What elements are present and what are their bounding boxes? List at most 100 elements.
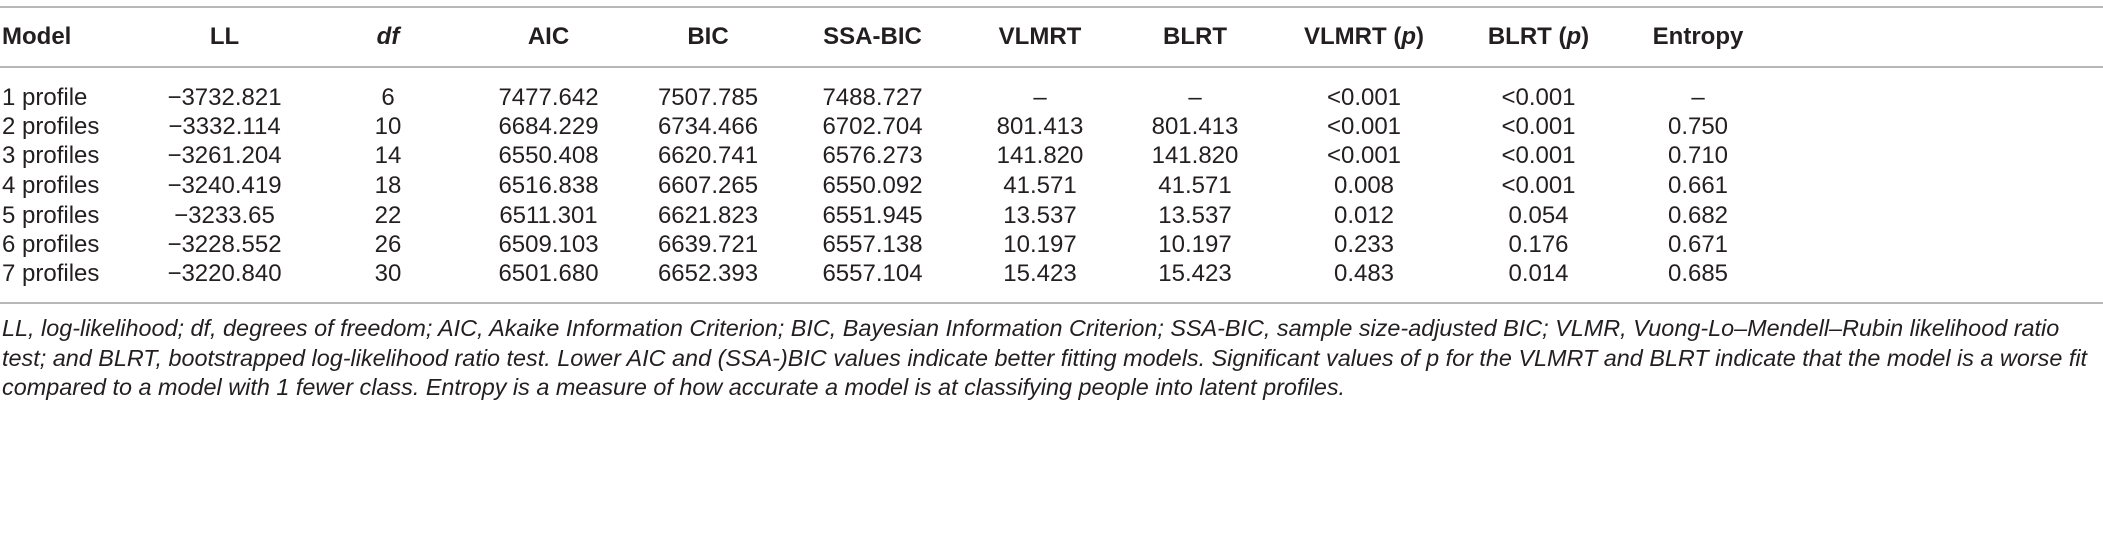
table-row: 4 profiles −3240.419 18 6516.838 6607.265 655…: [0, 171, 2103, 201]
cell-vlmrt: 141.820: [996, 142, 1084, 170]
cell-blrt-p: <0.001: [1501, 84, 1576, 111]
table-row: 5 profiles −3233.65 22 6511.301 6621.823 6551…: [0, 201, 2103, 231]
cell-ssa-bic: 6557.104: [787, 259, 958, 304]
header-df: df: [308, 6, 468, 68]
cell-blrt-p: 0.176: [1508, 231, 1569, 259]
cell-aic: 6511.301: [499, 201, 598, 229]
cell-vlmrt: 10.197: [1003, 231, 1077, 259]
cell-blrt: 10.197: [1158, 231, 1232, 259]
cell-blrt-p: 0.014: [1460, 259, 1617, 304]
table-body: 1 profile −3732.821 6 7477.642 7507.785 7488.…: [0, 67, 2103, 304]
cell-entropy: 0.685: [1617, 259, 1779, 304]
model-fit-table: Model LL df AIC BIC SSA-BIC VLMRT BLRT V…: [0, 6, 2103, 304]
cell-vlmrt: 15.423: [958, 259, 1122, 304]
cell-vlmrt-p: 0.012: [1333, 201, 1395, 229]
cell-ssa-bic: 6576.273: [822, 142, 923, 170]
cell-blrt-p: 0.054: [1508, 201, 1569, 229]
table-row: 6 profiles −3228.552 26 6509.103 6639.721 655…: [0, 230, 2103, 260]
cell-aic: 7477.642: [498, 84, 599, 111]
cell-aic: 6501.680: [468, 259, 629, 304]
header-vlmrt-p-suffix: ): [1415, 23, 1424, 50]
cell-aic: 6550.408: [498, 142, 599, 170]
cell-bic: 6652.393: [629, 259, 787, 304]
cell-vlmrt-p: <0.001: [1326, 112, 1402, 140]
cell-vlmrt: 801.413: [996, 112, 1084, 140]
cell-blrt: 141.820: [1151, 142, 1239, 170]
cell-df: 6: [381, 84, 395, 111]
cell-blrt: –: [1188, 84, 1202, 111]
header-model: Model: [0, 6, 141, 68]
cell-spacer: [1779, 171, 2103, 201]
cell-spacer: [1779, 142, 2103, 172]
cell-model: 5 profiles: [2, 201, 100, 229]
table-row: 7 profiles −3220.840 30 6501.680 6652.393 655…: [0, 259, 2103, 304]
cell-ssa-bic: 6557.138: [822, 231, 923, 259]
cell-vlmrt-p: 0.008: [1333, 171, 1395, 199]
cell-vlmrt: –: [1033, 84, 1047, 111]
cell-vlmrt-p: <0.001: [1326, 84, 1402, 111]
cell-df: 30: [308, 259, 468, 304]
cell-blrt-p: <0.001: [1501, 142, 1576, 170]
cell-model: 1 profile: [2, 84, 88, 111]
cell-entropy: 0.671: [1667, 231, 1729, 259]
cell-ll: −3240.419: [167, 171, 282, 199]
header-blrt-p-suffix: ): [1581, 23, 1590, 50]
cell-aic: 6509.103: [498, 231, 599, 259]
cell-spacer: [1779, 112, 2103, 142]
cell-ll: −3732.821: [167, 84, 282, 111]
cell-blrt-p: <0.001: [1501, 171, 1576, 199]
table-row: 3 profiles −3261.204 14 6550.408 6620.741 657…: [0, 142, 2103, 172]
cell-ll: −3332.114: [168, 112, 281, 140]
header-row: Model LL df AIC BIC SSA-BIC VLMRT BLRT V…: [0, 6, 2103, 68]
cell-blrt: 13.537: [1158, 201, 1232, 229]
cell-model: 2 profiles: [2, 112, 100, 140]
cell-entropy: 0.710: [1667, 142, 1729, 170]
cell-bic: 7507.785: [657, 84, 759, 111]
cell-ssa-bic: 6550.092: [822, 171, 923, 199]
cell-bic: 6621.823: [657, 201, 759, 229]
cell-df: 26: [374, 231, 402, 259]
cell-model: 4 profiles: [2, 171, 100, 199]
cell-model: 7 profiles: [0, 259, 141, 304]
header-spacer: [1779, 6, 2103, 68]
cell-entropy: –: [1691, 84, 1705, 111]
header-blrt-p-var: p: [1566, 23, 1582, 50]
table-footnote: LL, log-likelihood; df, degrees of freed…: [2, 315, 2088, 400]
cell-blrt: 801.413: [1151, 112, 1239, 140]
header-df-label: df: [376, 23, 400, 50]
header-vlmrt-p-prefix: VLMRT (: [1304, 23, 1402, 50]
cell-bic: 6607.265: [657, 171, 759, 199]
cell-ssa-bic: 6702.704: [822, 112, 923, 140]
cell-blrt: 41.571: [1158, 171, 1232, 199]
cell-spacer: [1779, 67, 2103, 112]
cell-blrt-p: <0.001: [1501, 112, 1576, 140]
cell-bic: 6639.721: [657, 231, 759, 259]
cell-model: 3 profiles: [2, 142, 100, 170]
cell-vlmrt-p: 0.233: [1333, 231, 1395, 259]
cell-bic: 6620.741: [657, 142, 759, 170]
cell-ll: −3261.204: [167, 142, 282, 170]
cell-ll: −3220.840: [141, 259, 308, 304]
cell-entropy: 0.661: [1667, 171, 1729, 199]
cell-vlmrt: 13.537: [1003, 201, 1077, 229]
cell-df: 18: [374, 171, 402, 199]
cell-vlmrt: 41.571: [1003, 171, 1077, 199]
cell-ll: −3228.552: [167, 231, 282, 259]
cell-spacer: [1779, 230, 2103, 260]
table-row: 1 profile −3732.821 6 7477.642 7507.785 7488.…: [0, 67, 2103, 112]
cell-df: 10: [374, 112, 402, 140]
cell-spacer: [1779, 201, 2103, 231]
cell-ll: −3233.65: [174, 201, 275, 229]
header-aic: AIC: [468, 6, 629, 68]
cell-spacer: [1779, 259, 2103, 304]
cell-ssa-bic: 6551.945: [822, 201, 923, 229]
header-vlmrt-p-var: p: [1401, 23, 1416, 50]
cell-model: 6 profiles: [2, 231, 100, 259]
header-bic: BIC: [629, 6, 787, 68]
cell-df: 14: [374, 142, 402, 170]
header-vlmrt: VLMRT: [958, 6, 1122, 68]
header-ll: LL: [141, 6, 308, 68]
header-blrt-p: BLRT (p): [1460, 6, 1617, 68]
cell-entropy: 0.750: [1667, 112, 1729, 140]
